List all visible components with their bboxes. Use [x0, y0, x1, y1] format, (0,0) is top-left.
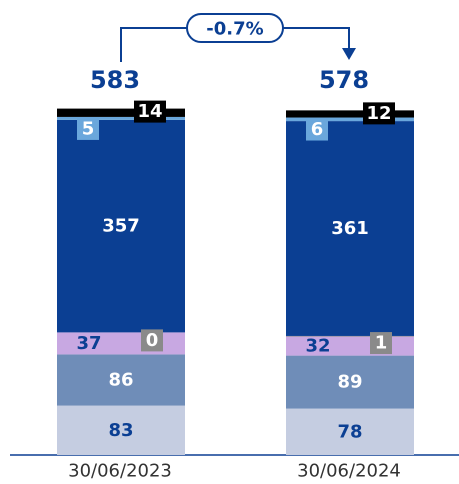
- segment-label: 89: [337, 372, 362, 393]
- label-box: [141, 329, 163, 352]
- bar-segment: [57, 116, 185, 120]
- segment-label: 86: [108, 370, 133, 391]
- x-tick-label: 30/06/2024: [297, 461, 401, 482]
- change-arrow: [342, 48, 356, 60]
- label-box: [370, 332, 392, 355]
- change-pill: [186, 13, 284, 43]
- bar-segment: [57, 108, 185, 117]
- bar-segment: [286, 117, 414, 122]
- label-box: [77, 117, 99, 140]
- label-box: [363, 102, 395, 125]
- bar-segment: [286, 335, 414, 337]
- segment-label: 6: [311, 119, 324, 140]
- bar-segment: [57, 354, 185, 406]
- segment-label: 1: [375, 333, 388, 354]
- segment-label: 12: [366, 103, 391, 124]
- segment-label: 37: [76, 333, 101, 354]
- bar-segment: [57, 405, 185, 455]
- total-label: 583: [90, 66, 140, 94]
- x-tick-label: 30/06/2023: [68, 461, 172, 482]
- segment-label: 78: [337, 421, 362, 442]
- segment-label: 5: [82, 118, 95, 139]
- segment-label: 32: [305, 336, 330, 357]
- label-box: [306, 118, 328, 141]
- bar-segment: [286, 355, 414, 409]
- segment-label: 361: [331, 218, 369, 239]
- bar-segment: [57, 119, 185, 333]
- segment-label: 0: [146, 330, 159, 351]
- bar-segment: [286, 408, 414, 455]
- segment-label: 357: [102, 216, 140, 237]
- label-box: [134, 100, 166, 123]
- bar-segment: [286, 121, 414, 336]
- change-label: -0.7%: [206, 19, 263, 40]
- total-label: 578: [319, 66, 369, 94]
- segment-label: 14: [137, 101, 162, 122]
- segment-label: 83: [108, 420, 133, 441]
- bar-segment: [286, 110, 414, 118]
